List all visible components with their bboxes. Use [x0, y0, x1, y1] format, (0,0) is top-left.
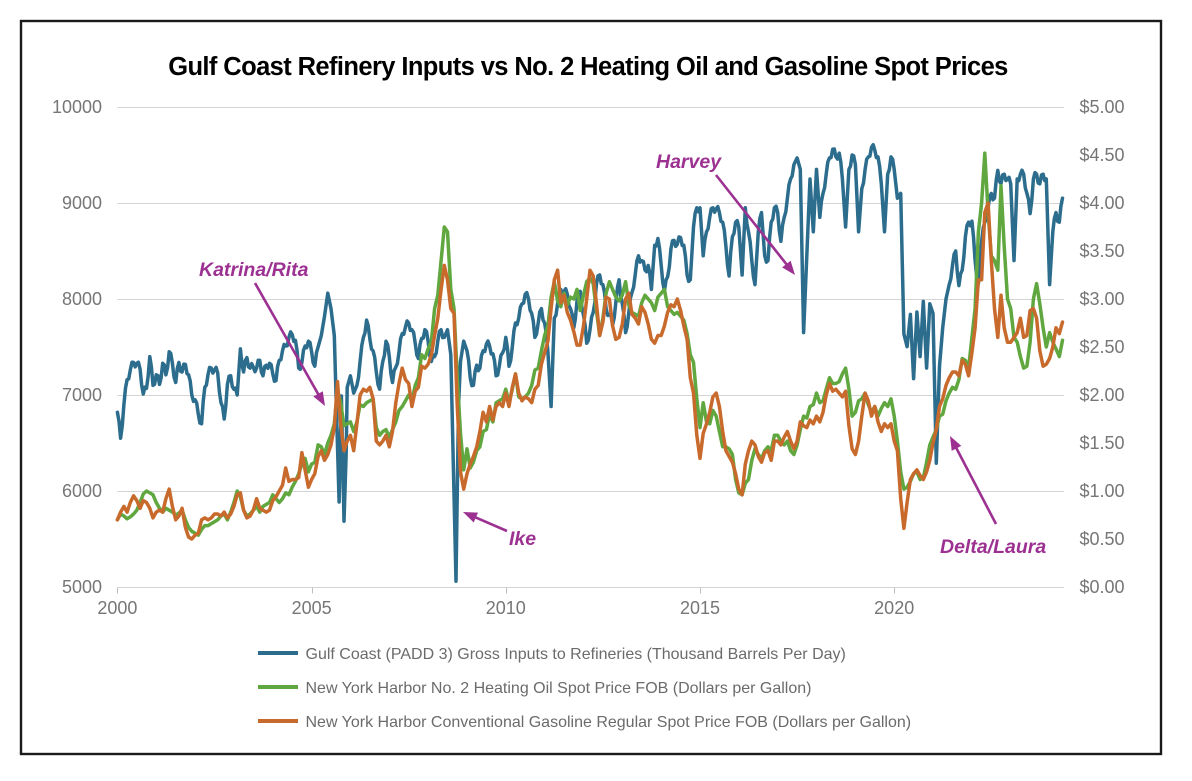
svg-text:Katrina/Rita: Katrina/Rita: [199, 259, 309, 281]
svg-text:$3.00: $3.00: [1080, 289, 1125, 309]
svg-text:8000: 8000: [62, 289, 102, 309]
svg-text:Ike: Ike: [509, 528, 536, 550]
svg-text:Harvey: Harvey: [656, 151, 722, 173]
svg-text:2010: 2010: [486, 598, 526, 618]
svg-text:$5.00: $5.00: [1080, 97, 1125, 117]
svg-text:Gulf Coast (PADD 3) Gross Inpu: Gulf Coast (PADD 3) Gross Inputs to Refi…: [306, 646, 846, 663]
svg-text:10000: 10000: [52, 97, 102, 117]
svg-text:$0.50: $0.50: [1080, 529, 1125, 549]
svg-text:New York Harbor Conventional G: New York Harbor Conventional Gasoline Re…: [306, 714, 912, 731]
svg-text:$4.00: $4.00: [1080, 193, 1125, 213]
svg-text:2000: 2000: [97, 598, 137, 618]
svg-text:$2.50: $2.50: [1080, 337, 1125, 357]
svg-text:$4.50: $4.50: [1080, 145, 1125, 165]
svg-text:2005: 2005: [292, 598, 332, 618]
svg-text:$1.50: $1.50: [1080, 433, 1125, 453]
svg-text:2020: 2020: [874, 598, 914, 618]
svg-text:New York Harbor No. 2 Heating: New York Harbor No. 2 Heating Oil Spot P…: [306, 680, 812, 697]
svg-text:6000: 6000: [62, 481, 102, 501]
svg-text:9000: 9000: [62, 193, 102, 213]
svg-text:2015: 2015: [680, 598, 720, 618]
svg-text:$2.00: $2.00: [1080, 385, 1125, 405]
svg-text:5000: 5000: [62, 577, 102, 597]
svg-text:7000: 7000: [62, 385, 102, 405]
svg-text:$0.00: $0.00: [1080, 577, 1125, 597]
svg-text:Gulf Coast Refinery Inputs vs: Gulf Coast Refinery Inputs vs No. 2 Heat…: [168, 53, 1008, 81]
svg-text:$3.50: $3.50: [1080, 241, 1125, 261]
svg-text:$1.00: $1.00: [1080, 481, 1125, 501]
svg-text:Delta/Laura: Delta/Laura: [940, 536, 1046, 558]
